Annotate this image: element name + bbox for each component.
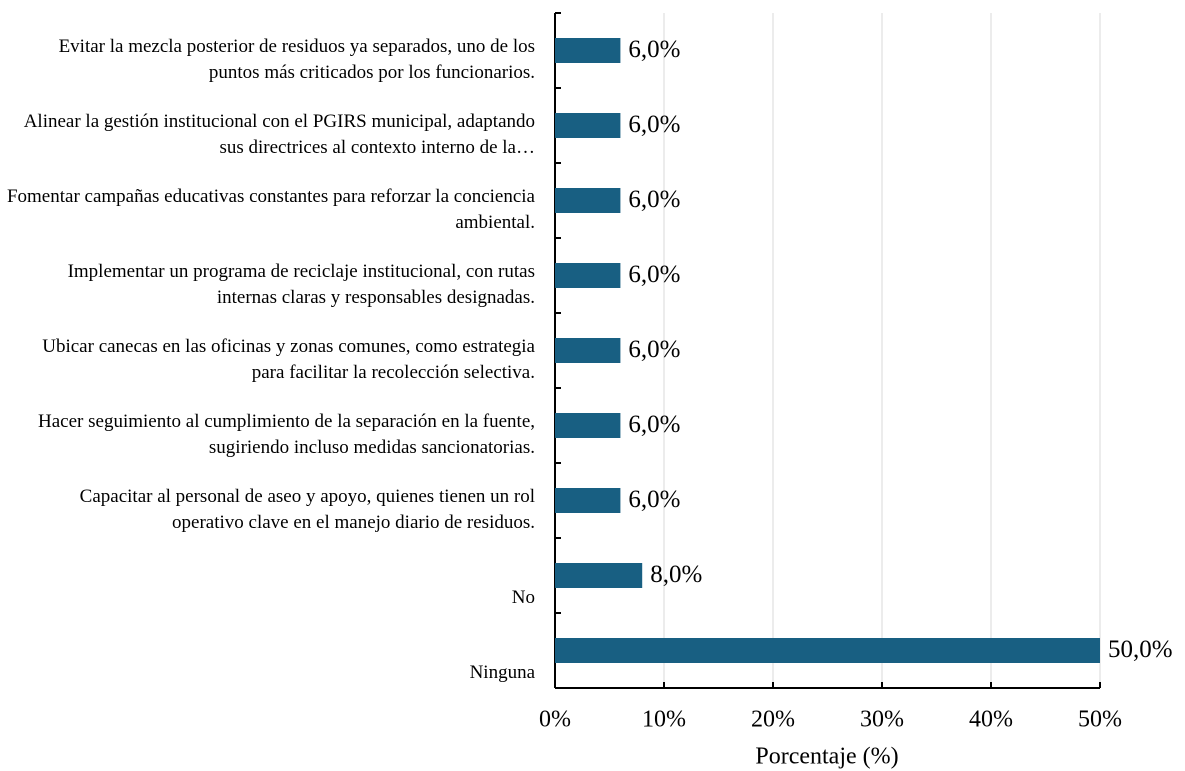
bar bbox=[555, 263, 621, 288]
x-tick-label: 30% bbox=[860, 707, 904, 733]
bar bbox=[555, 563, 643, 588]
x-axis-title: Porcentaje (%) bbox=[755, 744, 898, 770]
x-tick-label: 0% bbox=[539, 707, 571, 733]
y-tick-label: Hacer seguimiento al cumplimiento de la … bbox=[38, 410, 535, 458]
bar bbox=[555, 413, 621, 438]
y-tick-label: No bbox=[511, 586, 535, 608]
value-label: 6,0% bbox=[628, 36, 680, 63]
value-label: 8,0% bbox=[650, 561, 702, 588]
y-tick-label: Alinear la gestión institucional con el … bbox=[23, 110, 535, 158]
value-label: 6,0% bbox=[628, 186, 680, 213]
y-tick-label: Capacitar al personal de aseo y apoyo, q… bbox=[79, 485, 535, 533]
y-tick-label: Evitar la mezcla posterior de residuos y… bbox=[58, 35, 535, 83]
y-tick-label: Ubicar canecas en las oficinas y zonas c… bbox=[42, 335, 535, 383]
bar bbox=[555, 38, 621, 63]
value-label: 50,0% bbox=[1108, 636, 1173, 663]
bar bbox=[555, 638, 1100, 663]
x-tick-label: 10% bbox=[642, 707, 686, 733]
value-label: 6,0% bbox=[628, 336, 680, 363]
bar bbox=[555, 188, 621, 213]
bar bbox=[555, 338, 621, 363]
y-tick-label: Fomentar campañas educativas constantes … bbox=[6, 185, 535, 233]
bar bbox=[555, 488, 621, 513]
x-tick-label: 40% bbox=[969, 707, 1013, 733]
value-label: 6,0% bbox=[628, 411, 680, 438]
bar bbox=[555, 113, 621, 138]
y-tick-label: Ninguna bbox=[469, 661, 535, 683]
value-label: 6,0% bbox=[628, 261, 680, 288]
y-tick-label: Implementar un programa de reciclaje ins… bbox=[67, 260, 535, 308]
value-label: 6,0% bbox=[628, 486, 680, 513]
x-tick-label: 50% bbox=[1078, 707, 1122, 733]
value-label: 6,0% bbox=[628, 111, 680, 138]
x-tick-label: 20% bbox=[751, 707, 795, 733]
